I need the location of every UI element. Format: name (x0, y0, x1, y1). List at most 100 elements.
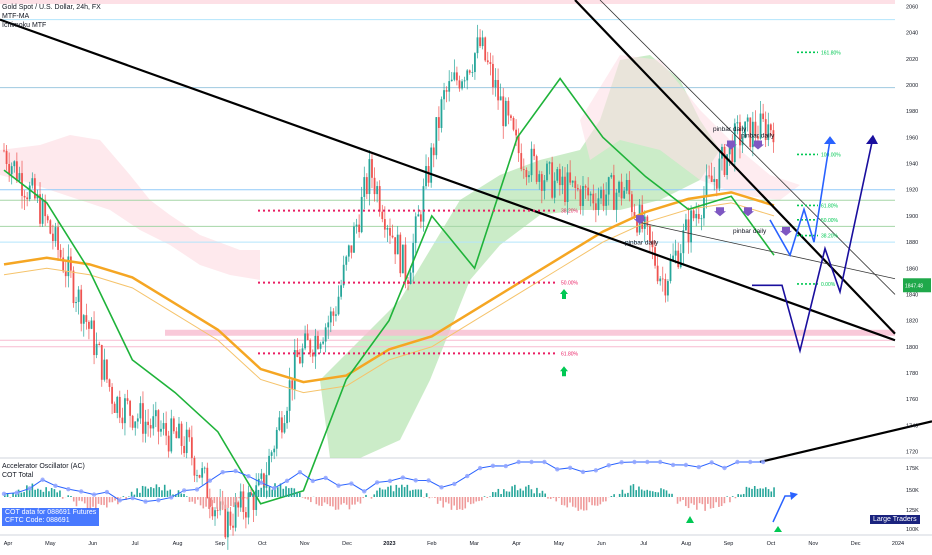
oscillator-bar (464, 497, 466, 508)
candle-body (286, 411, 288, 423)
oscillator-bar (54, 489, 56, 497)
oscillator-bar (704, 497, 706, 511)
candle-body (214, 510, 216, 516)
oscillator-bar (437, 497, 439, 504)
oscillator-bar (59, 490, 61, 497)
indicator-mtf-ma[interactable]: MTF-MA (2, 12, 101, 21)
candle-body (235, 502, 237, 527)
candle-body (376, 186, 378, 194)
candle-body (116, 397, 118, 413)
oscillator-bar (398, 488, 400, 497)
oscillator-bar (329, 497, 331, 506)
oscillator-bar (376, 491, 378, 497)
candle-body (479, 37, 481, 46)
chart-title: Gold Spot / U.S. Dollar, 24h, FX (2, 3, 101, 12)
candle-body (124, 398, 126, 423)
oscillator-bar (702, 497, 704, 504)
fib-right-label-2: 61.80% (821, 203, 839, 209)
candle-body (592, 194, 594, 204)
candle-body (242, 491, 244, 512)
oscillator-bar (401, 485, 403, 497)
large-traders-badge[interactable]: Large Traders (870, 515, 920, 524)
candle-body (384, 219, 386, 230)
oscillator-bar (757, 489, 759, 497)
oscillator-bar (597, 497, 599, 506)
cot-point (645, 460, 649, 464)
candle-body (13, 161, 15, 166)
candle-body (394, 237, 396, 254)
candle-body (613, 175, 615, 210)
candle-body (186, 430, 188, 453)
oscillator-bar (305, 497, 307, 499)
cot-point (246, 474, 250, 478)
candle-body (142, 403, 144, 434)
oscillator-bar (214, 497, 216, 503)
y-tick-0: 2060 (906, 5, 918, 11)
candle-body (351, 245, 353, 252)
indicator-cot[interactable]: COT Total (2, 471, 85, 480)
candle-body (525, 170, 527, 177)
candle-body (417, 214, 419, 216)
indicator-ac[interactable]: Accelerator Oscillator (AC) (2, 462, 85, 471)
oscillator-bar (511, 486, 513, 497)
x-tick-5: Sep (215, 541, 225, 547)
oscillator-bar (73, 497, 75, 501)
cot-point (594, 468, 598, 472)
oscillator-bar (633, 484, 635, 497)
candle-body (188, 430, 190, 438)
candle-body (453, 72, 455, 79)
fib-right-label-0: 161.80% (821, 50, 841, 56)
cot-point (581, 470, 585, 474)
candle-body (42, 200, 44, 224)
oscillator-bar (456, 497, 458, 510)
cot-point (311, 479, 315, 483)
indicator-ichimoku[interactable]: Ichimoku MTF (2, 21, 101, 30)
oscillator-bar (384, 490, 386, 497)
oscillator-bar (343, 497, 345, 503)
candle-body (603, 190, 605, 206)
oscillator-bar (288, 488, 290, 497)
oscillator-bar (743, 494, 745, 497)
annotation-0: pinbar daily (625, 240, 659, 247)
candle-body (510, 116, 512, 118)
candle-body (536, 156, 538, 182)
candle-body (487, 60, 489, 62)
oscillator-bar (652, 491, 654, 497)
candle-body (466, 70, 468, 80)
oscillator-bar (78, 497, 80, 501)
oscillator-bar (227, 497, 229, 508)
candle-body (224, 505, 226, 538)
candle-body (502, 96, 504, 126)
cot-point (143, 499, 147, 503)
oscillator-bar (487, 497, 489, 498)
candle-body (129, 401, 131, 416)
oscillator-bar (619, 494, 621, 497)
candle-body (163, 423, 165, 429)
lower-y-tick-2: 125K (906, 508, 919, 514)
oscillator-bar (707, 497, 709, 504)
candle-body (574, 181, 576, 188)
y-tick-13: 1800 (906, 345, 918, 351)
oscillator-bar (26, 485, 28, 497)
cot-point (79, 489, 83, 493)
oscillator-bar (354, 497, 356, 505)
cot-point (388, 479, 392, 483)
oscillator-bar (503, 489, 505, 497)
oscillator-bar (307, 497, 309, 500)
oscillator-bar (390, 486, 392, 497)
cot-point (607, 463, 611, 467)
oscillator-bar (161, 490, 163, 497)
y-tick-17: 1720 (906, 449, 918, 455)
oscillator-bar (103, 497, 105, 505)
candle-body (49, 220, 51, 233)
candle-body (119, 397, 121, 418)
y-tick-11: 1840 (906, 292, 918, 298)
oscillator-bar (489, 496, 491, 497)
candle-body (631, 194, 633, 212)
cot-point (555, 467, 559, 471)
candle-body (582, 186, 584, 206)
candle-body (134, 422, 136, 428)
candle-body (361, 197, 363, 232)
